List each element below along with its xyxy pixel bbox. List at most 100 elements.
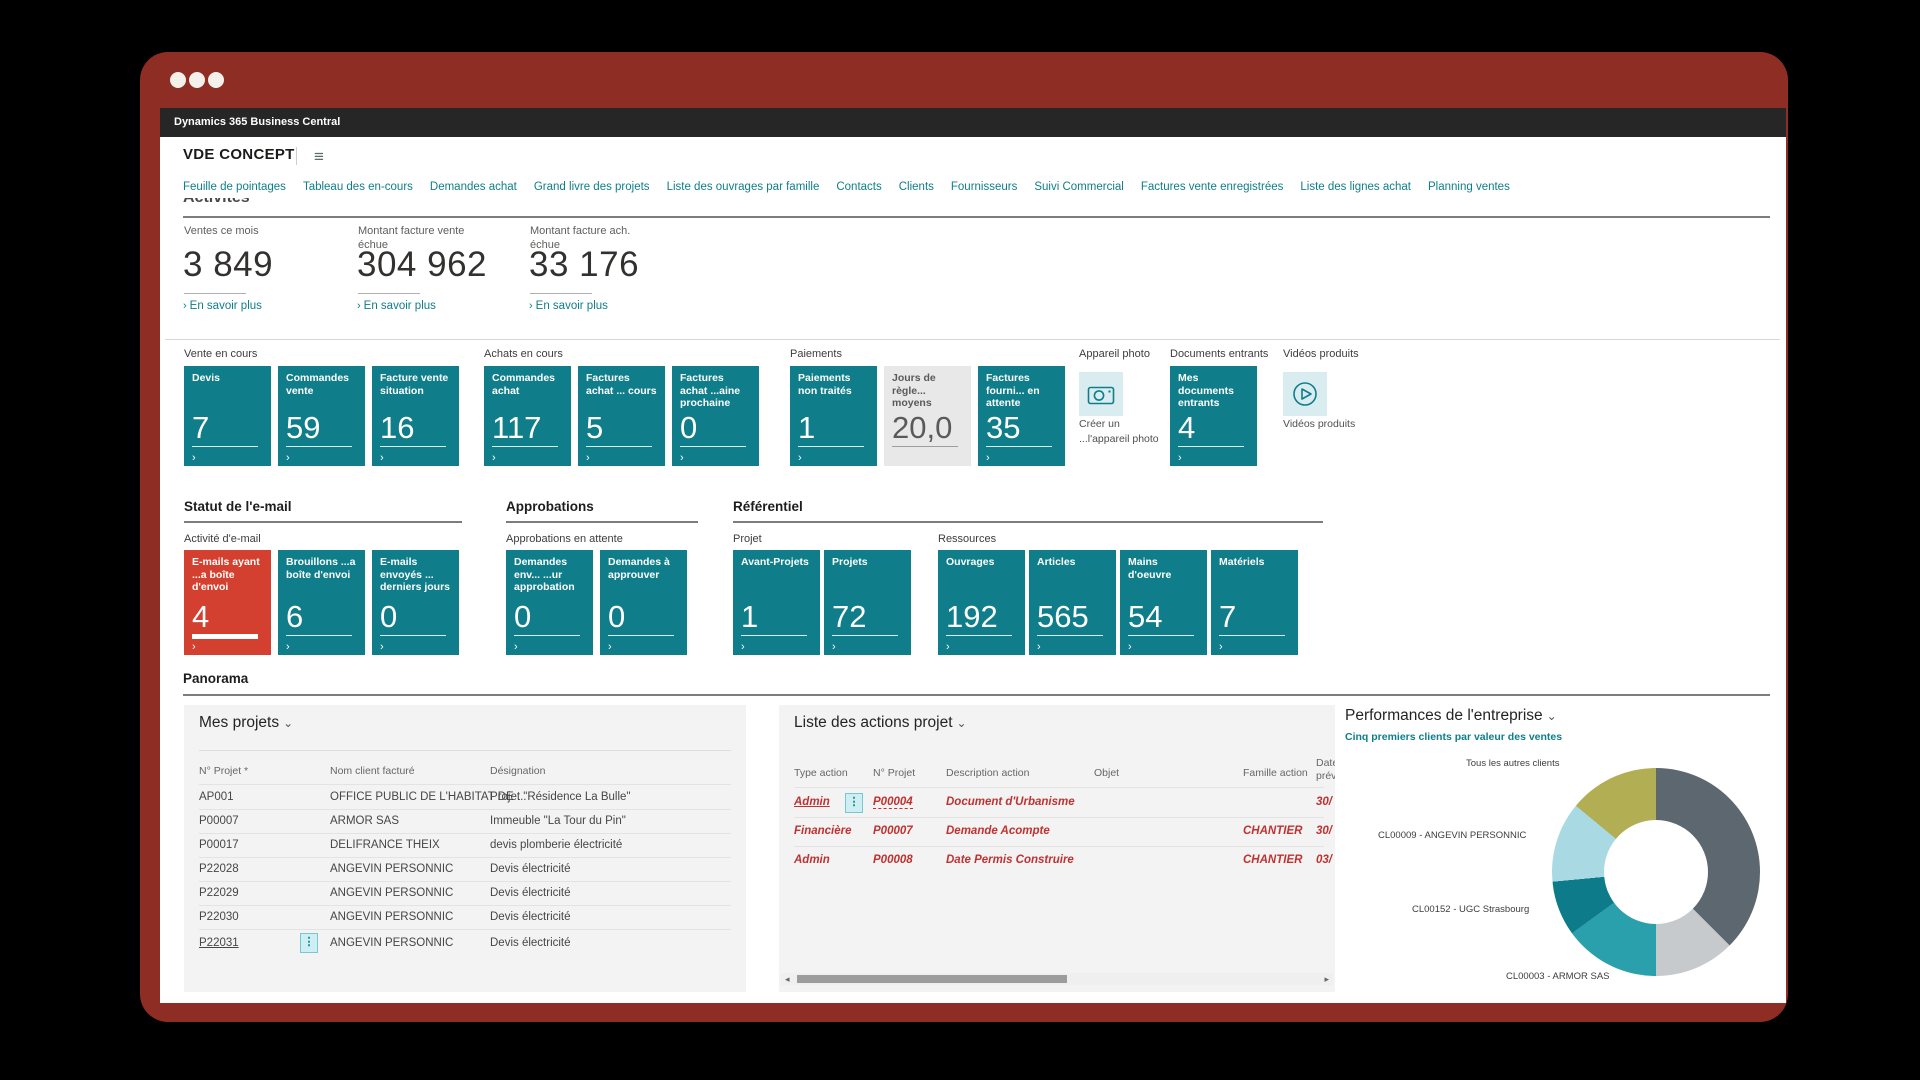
cue-tile-demandes-a-approuver[interactable]: Demandes à approuver 0 › [600,550,687,655]
table-cell[interactable]: Devis électricité [490,863,571,875]
table-cell[interactable]: ANGEVIN PERSONNIC [330,887,454,899]
action-cell-description[interactable]: Date Permis Construire [946,854,1074,866]
table-cell[interactable]: P22030 [199,911,239,923]
action-cell-date[interactable]: 30/ [1316,825,1332,837]
mes-projets-title[interactable]: Mes projets ⌄ [199,714,294,731]
cue-tile-commandes-vente[interactable]: Commandes vente 59 › [278,366,365,466]
row-options-icon[interactable]: ⋮ [845,793,863,813]
action-cell-date[interactable]: 30/ [1316,796,1332,808]
nav-fournisseurs[interactable]: Fournisseurs [950,181,1018,193]
cue-tile-factures-achat-semaine[interactable]: Factures achat ...aine prochaine 0 › [672,366,759,466]
cue-tile-demandes-envoyees-approbation[interactable]: Demandes env... ...ur approbation 0 › [506,550,593,655]
kpi-learn-more-link[interactable]: › En savoir plus [357,300,436,312]
nav-suivi-commercial[interactable]: Suivi Commercial [1034,181,1124,193]
action-cell-famille[interactable]: CHANTIER [1243,854,1303,866]
videos-caption[interactable]: Vidéos produits [1283,418,1356,430]
company-name[interactable]: VDE CONCEPT [183,146,295,163]
action-cell-type[interactable]: Admin [794,854,830,866]
action-cell-date[interactable]: 03/ [1316,854,1332,866]
nav-clients[interactable]: Clients [898,181,934,193]
nav-tableau-des-en-cours[interactable]: Tableau des en-cours [302,181,413,193]
nav-feuille-de-pointages[interactable]: Feuille de pointages [183,181,286,193]
column-header-num-projet[interactable]: N° Projet [873,767,916,779]
cue-tile-materiels[interactable]: Matériels 7 › [1211,550,1298,655]
table-cell[interactable]: ANGEVIN PERSONNIC [330,863,454,875]
kpi-value[interactable]: 3 849 [183,245,274,284]
table-cell[interactable]: ANGEVIN PERSONNIC [330,937,454,949]
cue-tile-devis[interactable]: Devis 7 › [184,366,271,466]
videos-action-button[interactable] [1283,372,1327,416]
actions-projet-title[interactable]: Liste des actions projet ⌄ [794,714,967,731]
column-header-famille-action[interactable]: Famille action [1243,767,1308,779]
scroll-right-icon[interactable]: ▸ [1324,974,1329,984]
table-cell[interactable]: P00007 [199,815,239,827]
column-header-num-projet[interactable]: N° Projet * [199,765,249,777]
column-header-nom-client[interactable]: Nom client facturé [330,765,415,777]
cue-tile-projets[interactable]: Projets 72 › [824,550,911,655]
cue-tile-emails-envoyes[interactable]: E-mails envoyés ... derniers jours 0 › [372,550,459,655]
cue-tile-ouvrages[interactable]: Ouvrages 192 › [938,550,1025,655]
cue-tile-factures-fournisseur-attente[interactable]: Factures fourni... en attente 35 › [978,366,1065,466]
table-cell[interactable]: AP001 [199,791,234,803]
table-cell[interactable]: devis plomberie électricité [490,839,623,851]
table-cell[interactable]: Devis électricité [490,911,571,923]
camera-caption[interactable]: Créer un ...l'appareil photo [1079,418,1159,445]
table-cell[interactable]: P22029 [199,887,239,899]
scrollbar-thumb[interactable] [797,975,1067,983]
nav-planning-ventes[interactable]: Planning ventes [1427,181,1510,193]
column-header-designation[interactable]: Désignation [490,765,546,777]
action-cell-famille[interactable]: CHANTIER [1243,825,1303,837]
camera-action-button[interactable] [1079,372,1123,416]
scroll-left-icon[interactable]: ◂ [785,974,790,984]
table-cell[interactable]: Devis électricité [490,937,571,949]
table-cell[interactable]: Immeuble "La Tour du Pin" [490,815,626,827]
column-header-objet[interactable]: Objet [1094,767,1120,779]
column-header-description-action[interactable]: Description action [946,767,1030,779]
row-options-icon[interactable]: ⋮ [300,933,318,953]
horizontal-scrollbar[interactable]: ◂ ▸ [781,973,1333,985]
window-control-dot-3[interactable] [208,72,224,88]
kpi-value[interactable]: 304 962 [357,245,488,284]
nav-contacts[interactable]: Contacts [836,181,882,193]
table-cell[interactable]: P22028 [199,863,239,875]
nav-liste-des-ouvrages-par-famille[interactable]: Liste des ouvrages par famille [666,181,820,193]
table-cell[interactable]: ARMOR SAS [330,815,400,827]
table-cell[interactable]: Projet "Résidence La Bulle" [490,791,631,803]
table-cell[interactable]: P00017 [199,839,239,851]
action-cell-projet[interactable]: P00007 [873,825,913,837]
cue-tile-commandes-achat[interactable]: Commandes achat 117 › [484,366,571,466]
column-header-type-action[interactable]: Type action [794,767,848,779]
cue-tile-mains-oeuvre[interactable]: Mains d'oeuvre 54 › [1120,550,1207,655]
window-control-dot-1[interactable] [170,72,186,88]
table-cell[interactable]: DELIFRANCE THEIX [330,839,440,851]
action-cell-projet[interactable]: P00008 [873,854,913,866]
cue-tile-facture-vente-situation[interactable]: Facture vente situation 16 › [372,366,459,466]
cue-tile-factures-achat-cours[interactable]: Factures achat ... cours 5 › [578,366,665,466]
action-cell-projet[interactable]: P00004 [873,796,913,809]
cue-tile-articles[interactable]: Articles 565 › [1029,550,1116,655]
nav-grand-livre-des-projets[interactable]: Grand livre des projets [533,181,650,193]
kpi-learn-more-link[interactable]: › En savoir plus [529,300,608,312]
cue-tile-mes-documents-entrants[interactable]: Mes documents entrants 4 › [1170,366,1257,466]
table-cell[interactable]: ANGEVIN PERSONNIC [330,911,454,923]
performances-title[interactable]: Performances de l'entreprise ⌄ [1345,707,1557,724]
table-cell[interactable]: Devis électricité [490,887,571,899]
action-cell-type[interactable]: Financière [794,825,852,837]
nav-demandes-achat[interactable]: Demandes achat [429,181,517,193]
hamburger-menu-icon[interactable]: ≡ [314,147,324,166]
column-header-date-prevue[interactable]: Date prév [1316,757,1335,782]
nav-factures-vente-enregistrees[interactable]: Factures vente enregistrées [1140,181,1284,193]
cue-tile-avant-projets[interactable]: Avant-Projets 1 › [733,550,820,655]
action-cell-description[interactable]: Document d'Urbanisme [946,796,1075,808]
kpi-learn-more-link[interactable]: › En savoir plus [183,300,262,312]
nav-liste-des-lignes-achat[interactable]: Liste des lignes achat [1300,181,1411,193]
table-cell-selected[interactable]: P22031 [199,937,239,949]
action-cell-description[interactable]: Demande Acompte [946,825,1050,837]
cue-tile-emails-boite-envoi[interactable]: E-mails ayant ...a boîte d'envoi 4 › [184,550,271,655]
cue-tile-brouillons[interactable]: Brouillons ...a boîte d'envoi 6 › [278,550,365,655]
kpi-value[interactable]: 33 176 [529,245,640,284]
table-cell[interactable]: OFFICE PUBLIC DE L'HABITAT DE ... [330,791,527,803]
window-control-dot-2[interactable] [189,72,205,88]
action-cell-type[interactable]: Admin [794,796,830,808]
cue-tile-paiements-non-traites[interactable]: Paiements non traités 1 › [790,366,877,466]
